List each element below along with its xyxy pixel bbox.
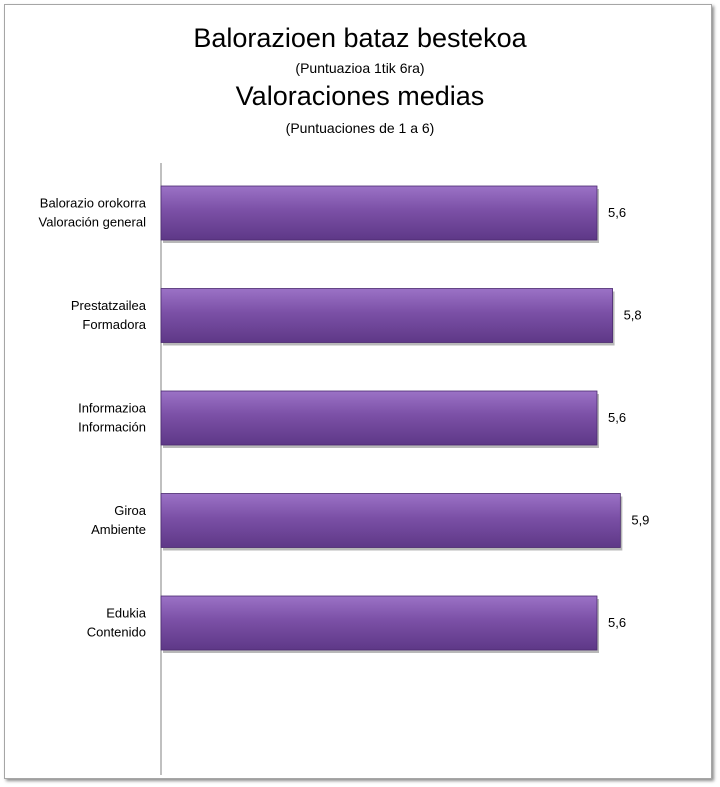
category-label: Ambiente (91, 522, 146, 537)
bar (160, 288, 613, 343)
category-label: Informazioa (78, 401, 147, 416)
category-label: Prestatzailea (71, 298, 147, 313)
bar (160, 595, 598, 651)
category-label: Contenido (87, 625, 146, 640)
data-label: 5,8 (624, 308, 642, 323)
bar (160, 493, 621, 548)
chart-title-block: Balorazioen bataz bestekoa (Puntuazioa 1… (0, 22, 720, 138)
chart-title-secondary: Valoraciones medias (235, 81, 485, 111)
data-label: 5,9 (631, 513, 649, 528)
category-label: Edukia (106, 606, 147, 621)
chart-title: Balorazioen bataz bestekoa (193, 23, 527, 53)
bar (160, 185, 598, 241)
category-label: Valoración general (39, 215, 147, 230)
category-label: Giroa (114, 503, 147, 518)
chart-subtitle: (Puntuazioa 1tik 6ra) (295, 60, 425, 76)
chart-subtitle-secondary: (Puntuaciones de 1 a 6) (285, 120, 435, 136)
bars-group: 5,6 Balorazio orokorra Valoración general 5… (39, 185, 649, 653)
category-label: Formadora (82, 317, 146, 332)
category-label: Información (78, 420, 146, 435)
data-label: 5,6 (608, 205, 626, 220)
category-label: Balorazio orokorra (40, 196, 147, 211)
data-label: 5,6 (608, 410, 626, 425)
data-label: 5,6 (608, 615, 626, 630)
bar (160, 390, 598, 446)
